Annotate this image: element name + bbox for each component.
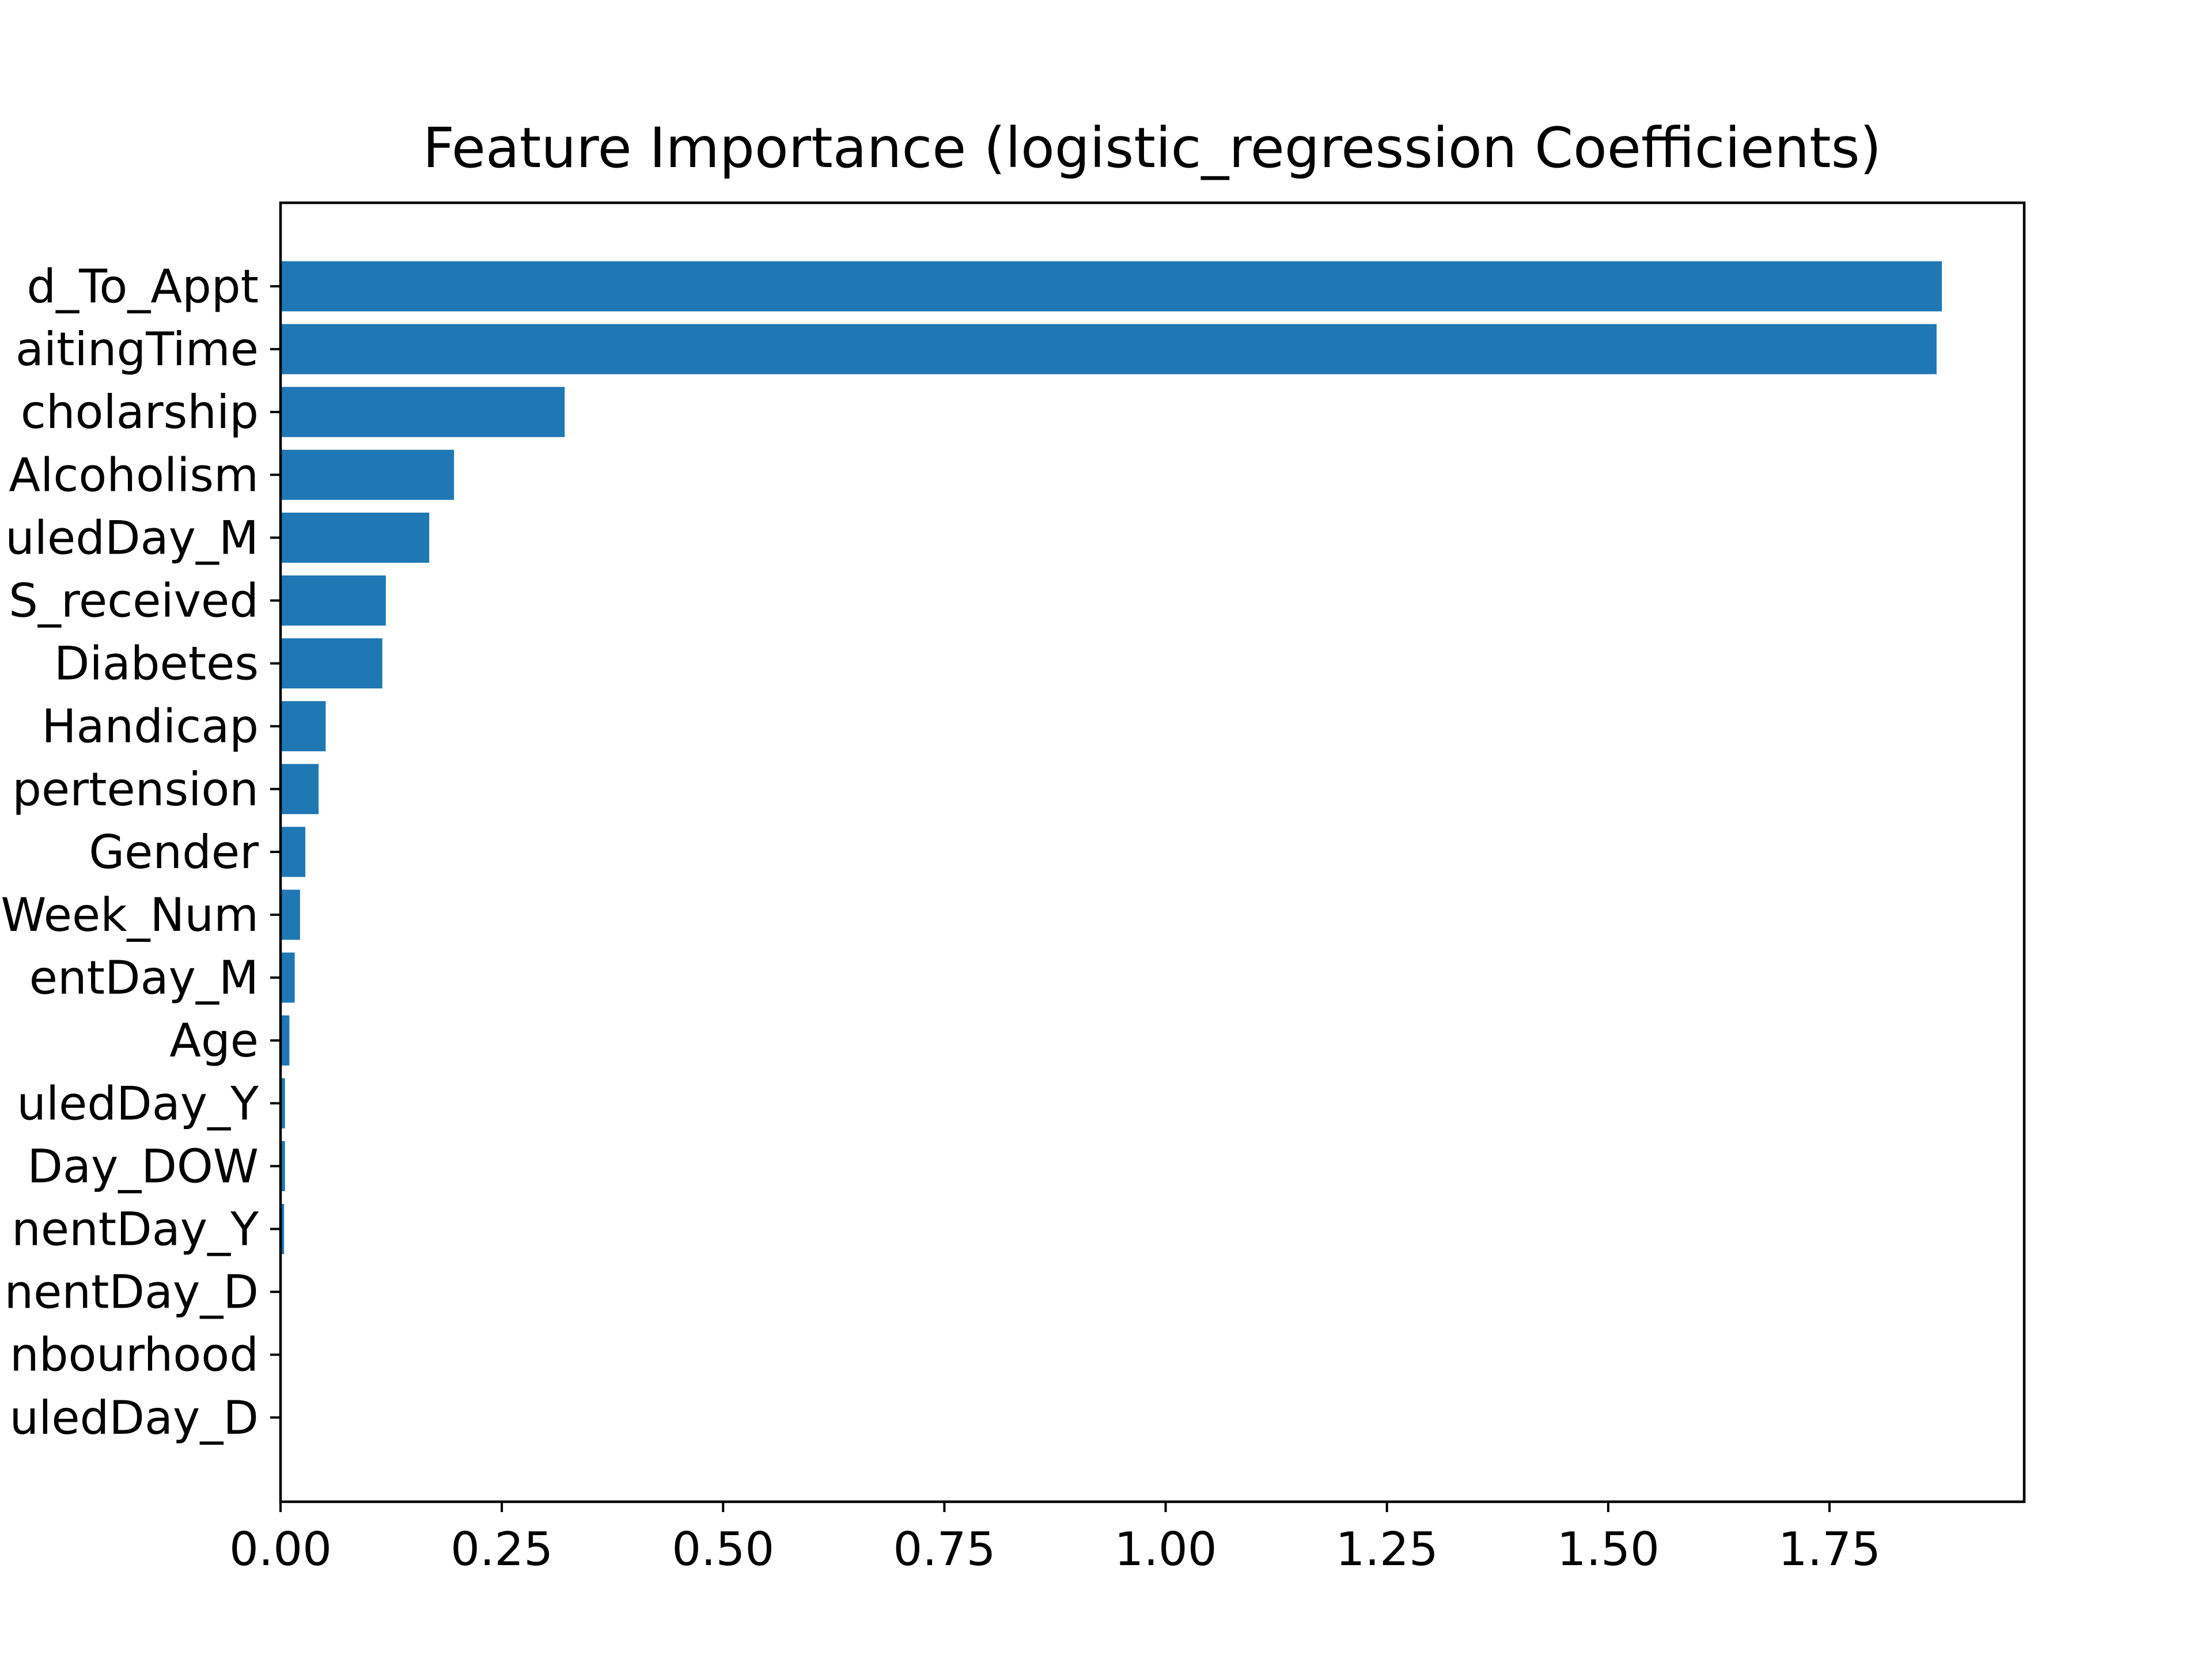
bar xyxy=(281,827,306,877)
y-tick-label: pertension xyxy=(12,763,259,816)
x-tick-label: 1.25 xyxy=(1336,1522,1438,1576)
bar xyxy=(281,387,565,437)
bar xyxy=(281,889,300,940)
chart-title: Feature Importance (logistic_regression … xyxy=(423,116,1881,180)
y-tick-label: Age xyxy=(169,1014,259,1067)
x-tick-label: 1.00 xyxy=(1114,1522,1217,1576)
bars xyxy=(281,261,1942,1443)
x-tick-label: 0.25 xyxy=(450,1522,553,1576)
bar xyxy=(281,261,1942,312)
y-tick-label: d_To_Appt xyxy=(26,260,259,313)
bar xyxy=(281,512,430,563)
bar xyxy=(281,575,386,626)
bar xyxy=(281,324,1937,374)
bar xyxy=(281,952,295,1003)
y-tick-label: uledDay_Y xyxy=(17,1077,259,1130)
y-tick-label: nbourhood xyxy=(10,1328,259,1382)
y-tick-label: Week_Num xyxy=(1,888,259,942)
y-tick-label: entDay_M xyxy=(29,951,259,1005)
bar xyxy=(281,764,319,815)
y-tick-label: S_received xyxy=(9,574,259,628)
x-tick-label: 0.00 xyxy=(229,1522,332,1576)
y-tick-label: uledDay_D xyxy=(10,1391,259,1445)
y-axis: d_To_Appt aitingTime cholarship Alcoholism u… xyxy=(1,260,281,1445)
y-tick-label: Gender xyxy=(89,825,259,879)
x-tick-label: 0.50 xyxy=(672,1522,774,1576)
x-axis: 0.00 0.25 0.50 0.75 1.00 1.25 1.50 1.75 xyxy=(229,1502,1881,1576)
y-tick-label: Day_DOW xyxy=(27,1139,259,1193)
bar xyxy=(281,1204,285,1254)
bar xyxy=(281,449,454,500)
x-tick-label: 1.75 xyxy=(1778,1522,1881,1576)
x-tick-label: 1.50 xyxy=(1557,1522,1660,1576)
y-tick-label: Diabetes xyxy=(54,637,259,691)
bar xyxy=(281,638,382,689)
bar xyxy=(281,701,326,752)
y-tick-label: Alcoholism xyxy=(9,448,259,502)
bar xyxy=(281,1015,290,1066)
bar xyxy=(281,1141,285,1191)
y-tick-label: aitingTime xyxy=(16,323,259,376)
y-tick-label: nentDay_D xyxy=(4,1266,259,1319)
y-tick-label: uledDay_M xyxy=(5,511,259,565)
bar xyxy=(281,1078,285,1128)
y-tick-label: cholarship xyxy=(21,385,259,439)
x-tick-label: 0.75 xyxy=(893,1522,995,1576)
y-tick-label: Handicap xyxy=(41,700,259,753)
y-tick-label: nentDay_Y xyxy=(12,1203,259,1256)
